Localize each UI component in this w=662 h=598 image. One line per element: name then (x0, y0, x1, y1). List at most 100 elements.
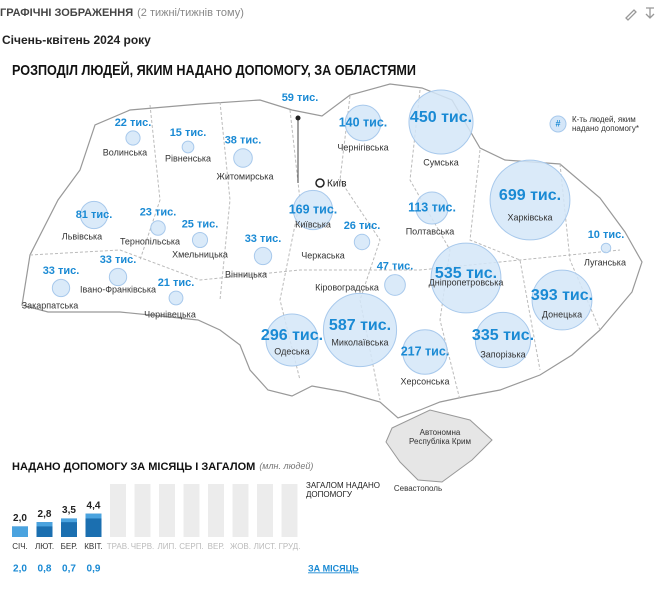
value-label: 450 тис. (410, 109, 472, 126)
bubble (322, 292, 398, 368)
x-tick-label: ГРУД. (279, 542, 301, 551)
total-label: 2,0 (13, 513, 27, 524)
value-label: 587 тис. (329, 317, 391, 334)
region-name: Закарпатська (22, 300, 79, 310)
bar-segment (36, 522, 53, 527)
bubble (408, 89, 474, 155)
bubble (253, 246, 273, 266)
bubble (415, 191, 449, 225)
value-label: 140 тис. (339, 115, 388, 129)
region-name: Житомирська (217, 171, 274, 181)
x-tick-label: ЖОВ. (230, 542, 251, 551)
total-label: 4,4 (87, 500, 101, 511)
total-legend: ЗАГАЛОМ НАДАНО ДОПОМОГУ (306, 481, 380, 499)
region-name: Запорізька (480, 349, 525, 359)
region-name: Чернівецька (144, 309, 196, 319)
region-name: Сумська (423, 157, 458, 167)
bubble (168, 290, 184, 306)
empty-bar (183, 484, 200, 537)
value-label: 38 тис. (225, 135, 262, 147)
bubble (402, 329, 448, 375)
region-name: Одеська (274, 346, 309, 356)
map (21, 83, 643, 483)
pin-icon[interactable] (645, 7, 655, 19)
region-name: Луганська (584, 257, 626, 267)
x-tick-label: КВІТ. (84, 542, 102, 551)
value-label: 699 тис. (499, 187, 561, 204)
section: ГРАФІЧНІ ЗОБРАЖЕННЯ (0, 7, 133, 19)
empty-bar (281, 484, 298, 537)
value-label: 296 тис. (261, 327, 323, 344)
x-tick-label: ТРАВ. (107, 542, 130, 551)
region-name: Івано-Франківська (80, 284, 156, 294)
region-name: Дніпропетровська (429, 277, 504, 287)
total-label: 3,5 (62, 505, 76, 516)
region-name: Тернопільська (120, 236, 180, 246)
bubble (108, 267, 128, 287)
value-label: 25 тис. (182, 218, 219, 230)
value-label: 26 тис. (344, 220, 381, 232)
city-icon (315, 178, 325, 188)
value-label: 15 тис. (170, 127, 207, 139)
value-label: 22 тис. (115, 117, 152, 129)
bar (85, 513, 102, 537)
region-name: Херсонська (401, 376, 450, 386)
empty-bar (232, 484, 249, 537)
bubble (489, 159, 571, 241)
map-title: РОЗПОДІЛ ЛЮДЕЙ, ЯКИМ НАДАНО ДОПОМОГУ, ЗА… (12, 61, 416, 79)
legend: # К-ть людей, яким надано допомогу* (549, 115, 639, 133)
edit-icon[interactable] (625, 9, 637, 21)
monthly-label: 2,0 (13, 564, 27, 575)
monthly-label: 0,8 (38, 564, 52, 575)
region-name: Донецька (542, 309, 582, 319)
total-legend-box: ЗАГАЛОМ НАДАНО ДОПОМОГУ (306, 481, 380, 499)
bubble (384, 274, 406, 296)
value-label: 81 тис. (76, 209, 113, 221)
x-tick-label: СІЧ. (12, 542, 28, 551)
bubble (430, 242, 502, 314)
sevastopol-label: Севастополь (394, 484, 442, 493)
city-name: Київ (327, 179, 347, 190)
value-label: 47 тис. (377, 261, 414, 273)
value-label: 335 тис. (472, 327, 534, 344)
value-label: 33 тис. (245, 233, 282, 245)
x-tick-label: ЧЕРВ. (131, 542, 155, 551)
bubble (265, 313, 319, 367)
subtitle: Січень-квітень 2024 року (2, 33, 151, 47)
value-label: 23 тис. (140, 207, 177, 219)
region-name: Полтавська (406, 226, 455, 236)
region-name: Кіровоградська (315, 282, 379, 292)
value-label: 217 тис. (401, 344, 450, 358)
bar-segment (12, 526, 28, 537)
bubble (344, 104, 382, 142)
bubble (353, 233, 371, 251)
bar-title-text: НАДАНО ДОПОМОГУ ЗА МІСЯЦЬ І ЗАГАЛОМ (12, 461, 255, 473)
region-name: Миколаївська (331, 337, 388, 347)
crimea-label: Автономна Республіка Крим (409, 428, 471, 446)
region-name: Волинська (103, 147, 147, 157)
bubble (191, 231, 209, 249)
x-tick-label: ЛИСТ. (254, 542, 277, 551)
bubble (600, 242, 612, 254)
bar-segment (85, 513, 102, 519)
empty-bar (257, 484, 273, 537)
region-name: Вінницька (225, 269, 267, 279)
value-label: 393 тис. (531, 287, 593, 304)
bar-title: НАДАНО ДОПОМОГУ ЗА МІСЯЦЬ І ЗАГАЛОМ (млн.… (12, 461, 313, 473)
bubble (474, 311, 532, 369)
crimea-box: Автономна Республіка Крим (409, 428, 471, 446)
value-label: 59 тис. (282, 92, 319, 104)
x-tick-label: ЛИП. (158, 542, 177, 551)
empty-bar (208, 484, 224, 537)
bar-segment (61, 518, 77, 523)
value-label: 21 тис. (158, 277, 195, 289)
total-label: 2,8 (38, 509, 52, 520)
empty-bar (159, 484, 175, 537)
crimea-outline (385, 409, 493, 483)
bar (61, 518, 77, 537)
monthly-legend: ЗА МІСЯЦЬ (308, 563, 359, 573)
monthly-label: 0,9 (87, 564, 101, 575)
value-label: 113 тис. (408, 200, 456, 214)
monthly-label: 0,7 (62, 564, 76, 575)
